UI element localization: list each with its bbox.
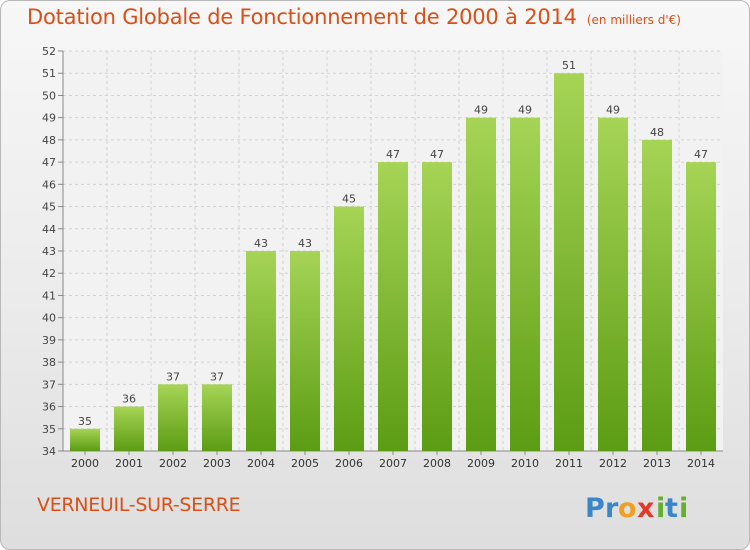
svg-text:x: x xyxy=(637,493,654,524)
data-label: 51 xyxy=(562,59,576,72)
data-label: 49 xyxy=(606,104,620,117)
x-tick-label: 2013 xyxy=(643,457,671,470)
data-label: 43 xyxy=(298,237,312,250)
y-tick-label: 40 xyxy=(42,312,56,325)
data-label: 45 xyxy=(342,193,356,206)
x-tick-label: 2000 xyxy=(71,457,99,470)
data-label: 49 xyxy=(474,104,488,117)
x-tick-label: 2006 xyxy=(335,457,363,470)
bar xyxy=(202,384,232,451)
proxiti-logo: P r o x i t i xyxy=(585,493,688,524)
data-label: 48 xyxy=(650,126,664,139)
y-tick-label: 42 xyxy=(42,267,56,280)
svg-text:r: r xyxy=(605,493,619,524)
y-tick-label: 43 xyxy=(42,245,56,258)
bar xyxy=(158,384,188,451)
bar xyxy=(466,117,496,452)
bar xyxy=(334,206,364,451)
x-tick-label: 2001 xyxy=(115,457,143,470)
bar xyxy=(378,162,408,451)
bar xyxy=(246,251,276,451)
y-tick-label: 46 xyxy=(42,178,56,191)
bar xyxy=(114,406,144,451)
data-label: 47 xyxy=(430,148,444,161)
y-tick-label: 47 xyxy=(42,156,56,169)
y-tick-label: 39 xyxy=(42,334,56,347)
chart-unit: (en milliers d'€) xyxy=(586,13,681,27)
y-tick-label: 37 xyxy=(42,378,56,391)
y-tick-label: 51 xyxy=(42,67,56,80)
svg-text:i: i xyxy=(656,493,665,524)
svg-text:t: t xyxy=(665,493,678,524)
data-label: 49 xyxy=(518,104,532,117)
bar xyxy=(510,117,540,452)
bar-chart: 34 35 36 37 38 39 40 41 42 43 44 45 46 47 48 49 50 51 52 20… xyxy=(42,45,723,470)
y-tick-label: 44 xyxy=(42,223,56,236)
svg-text:i: i xyxy=(679,493,688,524)
bar xyxy=(422,162,452,451)
svg-text:P: P xyxy=(585,493,605,524)
x-tick-label: 2011 xyxy=(555,457,583,470)
x-tick-label: 2004 xyxy=(247,457,275,470)
x-tick-label: 2007 xyxy=(379,457,407,470)
y-tick-label: 34 xyxy=(42,445,56,458)
y-tick-label: 50 xyxy=(42,89,56,102)
data-label: 35 xyxy=(78,415,92,428)
x-tick-label: 2005 xyxy=(291,457,319,470)
bar xyxy=(598,117,628,452)
y-tick-label: 52 xyxy=(42,45,56,58)
data-label: 47 xyxy=(694,148,708,161)
x-tick-label: 2012 xyxy=(599,457,627,470)
x-tick-label: 2008 xyxy=(423,457,451,470)
y-tick-label: 41 xyxy=(42,289,56,302)
axes: 34 35 36 37 38 39 40 41 42 43 44 45 46 47 48 49 50 51 52 20… xyxy=(42,45,723,470)
y-tick-label: 35 xyxy=(42,423,56,436)
bar xyxy=(686,162,716,451)
data-label: 37 xyxy=(166,370,180,383)
y-tick-label: 45 xyxy=(42,201,56,214)
data-label: 47 xyxy=(386,148,400,161)
commune-name: VERNEUIL-SUR-SERRE xyxy=(37,494,241,516)
bar xyxy=(70,428,100,451)
y-tick-label: 38 xyxy=(42,356,56,369)
chart-title: Dotation Globale de Fonctionnement de 20… xyxy=(27,5,681,29)
data-label: 36 xyxy=(122,393,136,406)
bar xyxy=(642,139,672,451)
x-tick-label: 2003 xyxy=(203,457,231,470)
bars xyxy=(70,73,716,452)
x-tick-label: 2014 xyxy=(687,457,715,470)
y-tick-label: 48 xyxy=(42,134,56,147)
y-tick-label: 36 xyxy=(42,401,56,414)
chart-title-text: Dotation Globale de Fonctionnement de 20… xyxy=(27,5,577,29)
x-tick-label: 2010 xyxy=(511,457,539,470)
bar xyxy=(554,73,584,451)
svg-text:o: o xyxy=(618,493,637,524)
data-label: 37 xyxy=(210,370,224,383)
data-label: 43 xyxy=(254,237,268,250)
bar xyxy=(290,251,320,451)
y-tick-label: 49 xyxy=(42,112,56,125)
x-tick-label: 2002 xyxy=(159,457,187,470)
x-tick-label: 2009 xyxy=(467,457,495,470)
data-labels: 35 36 37 37 43 43 45 47 47 49 49 51 49 48 47 xyxy=(78,59,708,428)
